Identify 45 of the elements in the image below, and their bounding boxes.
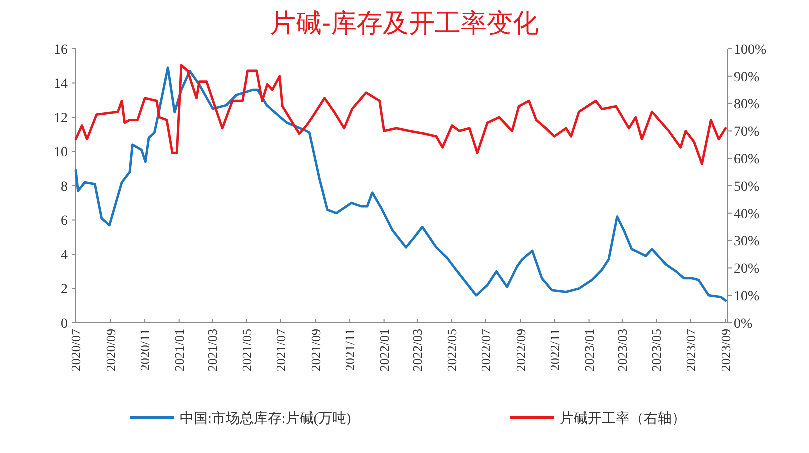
y-tick-label: 2 [61,282,68,298]
x-tick-label: 2022/01 [376,329,392,372]
x-tick-label: 2022/05 [444,329,460,372]
y2-tick-label: 40% [734,207,760,222]
line-series [74,66,727,302]
x-tick-label: 2021/11 [342,329,358,372]
y-tick-label: 0 [61,316,68,332]
y2-tick-label: 80% [734,98,760,113]
x-tick-label: 2021/05 [239,329,254,372]
y2-tick-label: 70% [734,125,760,140]
x-tick-label: 2023/01 [582,329,597,372]
x-tick-label: 2020/09 [103,329,118,372]
y2-tick-label: 100% [734,42,767,58]
x-tick-label: 2021/07 [274,328,289,372]
x-tick-label: 2022/09 [513,329,528,372]
line-series [74,64,727,166]
legend-label: 中国:市场总库存:片碱(万吨) [180,410,352,427]
y-tick-label: 6 [61,214,68,230]
x-tick-label: 2023/03 [614,329,630,372]
x-tick-label: 2022/11 [548,329,563,372]
x-tick-label: 2022/07 [478,328,494,372]
y-tick-label: 4 [61,248,68,264]
y-tick-label: 8 [61,180,68,195]
x-tick-label: 2022/03 [410,329,425,372]
y2-tick-label: 60% [734,152,760,168]
x-tick-label: 2021/01 [172,329,187,372]
y-tick-label: 16 [54,42,68,58]
y2-tick-label: 20% [734,262,760,278]
y2-tick-label: 50% [734,180,760,195]
y2-tick-label: 10% [734,290,760,304]
x-tick-label: 2023/05 [649,329,664,372]
y-tick-label: 12 [54,111,68,126]
y-tick-label: 14 [54,77,68,92]
y2-tick-label: 30% [734,234,760,250]
legend-label: 片碱开工率（右轴） [560,410,686,427]
y2-tick-label: 90% [734,70,760,86]
x-tick-label: 2021/03 [205,329,220,372]
x-tick-label: 2021/09 [308,329,324,372]
x-tick-label: 2023/07 [683,328,698,372]
x-tick-label: 2023/09 [718,329,734,372]
x-tick-label: 2020/11 [138,329,153,372]
chart-title: 片碱-库存及开工率变化 [270,9,540,39]
y2-tick-label: 0% [734,316,753,332]
x-tick-label: 2020/07 [68,328,84,372]
y-tick-label: 10 [54,146,68,161]
